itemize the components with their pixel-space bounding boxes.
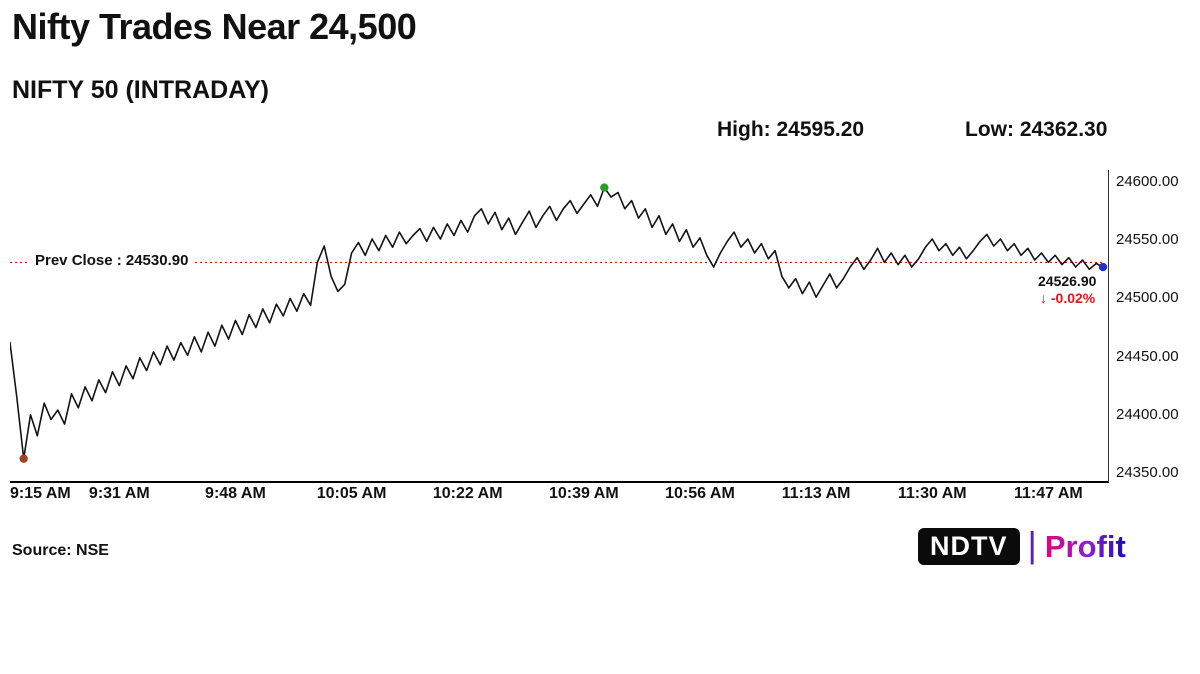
profit-logo: Profit	[1044, 529, 1126, 564]
high-marker-dot	[600, 183, 609, 192]
x-axis-tick-label: 10:56 AM	[665, 485, 735, 502]
x-axis-tick-label: 10:05 AM	[316, 485, 387, 502]
x-axis-tick-label: 10:22 AM	[432, 485, 503, 502]
ndtv-profit-logo: NDTV | Profit	[918, 523, 1126, 565]
x-axis-tick-label: 11:47 AM	[1013, 485, 1083, 502]
last-marker-dot	[1098, 262, 1108, 272]
low-marker-dot	[19, 454, 28, 463]
y-axis-tick-label: 24400.00	[1116, 405, 1179, 423]
x-axis-tick-label: 9:15 AM	[10, 485, 71, 502]
price-markers	[19, 183, 1108, 463]
y-axis-tick-label: 24500.00	[1116, 289, 1179, 307]
change-percent-label: ↓ -0.02%	[1040, 290, 1096, 307]
x-axis-tick-label: 11:30 AM	[897, 485, 967, 502]
price-chart-plot-area	[10, 170, 1109, 483]
y-axis-tick-label: 24450.00	[1116, 347, 1179, 365]
low-value-label: Low: 24362.30	[965, 118, 1108, 141]
x-axis-tick-label: 9:48 AM	[205, 485, 266, 502]
logo-divider: |	[1027, 523, 1037, 565]
x-axis-tick-label: 10:39 AM	[548, 485, 619, 502]
last-price-label: 24526.90	[1038, 273, 1097, 290]
y-axis-tick-label: 24550.00	[1116, 231, 1179, 249]
source-label: Source: NSE	[12, 542, 109, 559]
x-axis-tick-label: 9:31 AM	[88, 485, 150, 502]
chart-subtitle: NIFTY 50 (INTRADAY)	[12, 76, 269, 104]
y-axis-tick-label: 24600.00	[1116, 173, 1179, 190]
high-value-label: High: 24595.20	[717, 118, 865, 141]
ndtv-logo: NDTV	[918, 528, 1020, 565]
x-axis-tick-label: 11:13 AM	[781, 485, 851, 502]
x-axis-labels: 9:15 AM 9:31 AM 9:48 AM 10:05 AM 10:22 AM 10:…	[10, 485, 1108, 507]
y-axis-labels: 24600.00 24550.00 24500.00 24450.00 24400.00…	[1116, 170, 1196, 481]
prev-close-label: Prev Close : 24530.90	[30, 252, 194, 270]
price-line	[10, 186, 1104, 460]
y-axis-tick-label: 24350.00	[1116, 464, 1179, 481]
page-title: Nifty Trades Near 24,500	[12, 6, 417, 47]
price-line-chart	[10, 183, 1108, 463]
